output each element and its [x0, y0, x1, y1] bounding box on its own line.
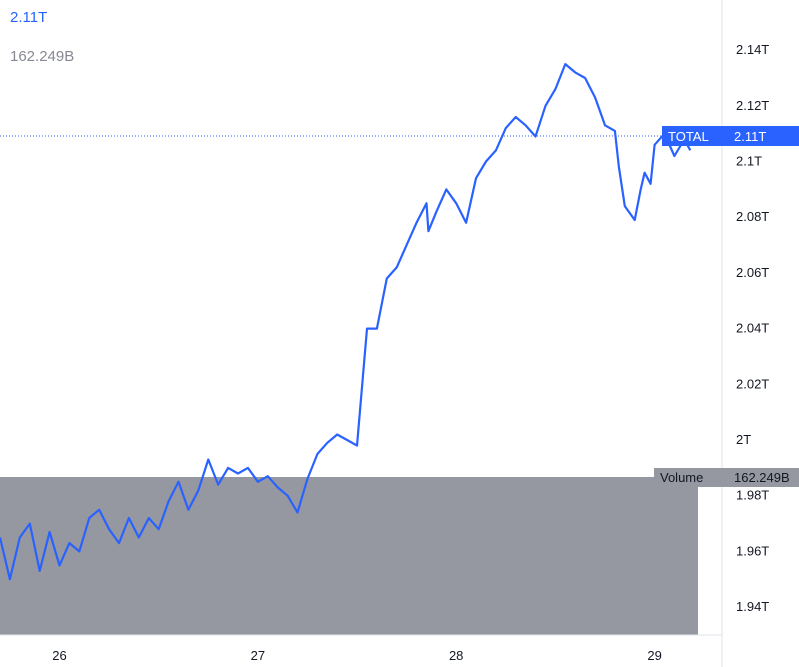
x-tick-label: 27: [251, 648, 265, 663]
price-label-name: TOTAL: [668, 129, 709, 144]
y-tick-label: 2T: [736, 432, 751, 447]
y-tick-label: 2.02T: [736, 376, 769, 391]
y-tick-label: 2.1T: [736, 154, 762, 169]
y-axis-ticks: 2.14T 2.12T 2.1T 2.08T 2.06T 2.04T 2.02T 2T 1.98…: [736, 42, 769, 614]
volume-label: Volume 162.249B: [654, 468, 799, 487]
y-tick-label: 2.14T: [736, 42, 769, 57]
x-tick-label: 28: [449, 648, 463, 663]
y-tick-label: 2.04T: [736, 321, 769, 336]
volume-label-bg: [654, 468, 799, 487]
y-tick-label: 1.96T: [736, 543, 769, 558]
price-line: [0, 62, 692, 581]
price-label-bg: [662, 126, 799, 146]
volume-label-value: 162.249B: [734, 470, 790, 485]
y-tick-label: 2.12T: [736, 98, 769, 113]
current-value: 2.11T: [10, 9, 48, 26]
volume-area: [0, 477, 698, 635]
y-tick-label: 2.06T: [736, 265, 769, 280]
x-tick-label: 26: [52, 648, 66, 663]
x-axis-ticks: 26 27 28 29: [52, 648, 662, 663]
price-label: TOTAL 2.11T: [662, 126, 799, 146]
y-tick-label: 1.98T: [736, 488, 769, 503]
volume-label-name: Volume: [660, 470, 703, 485]
y-tick-label: 1.94T: [736, 599, 769, 614]
x-tick-label: 29: [647, 648, 661, 663]
y-tick-label: 2.08T: [736, 209, 769, 224]
current-volume: 162.249B: [10, 48, 75, 65]
price-label-value: 2.11T: [734, 129, 766, 144]
